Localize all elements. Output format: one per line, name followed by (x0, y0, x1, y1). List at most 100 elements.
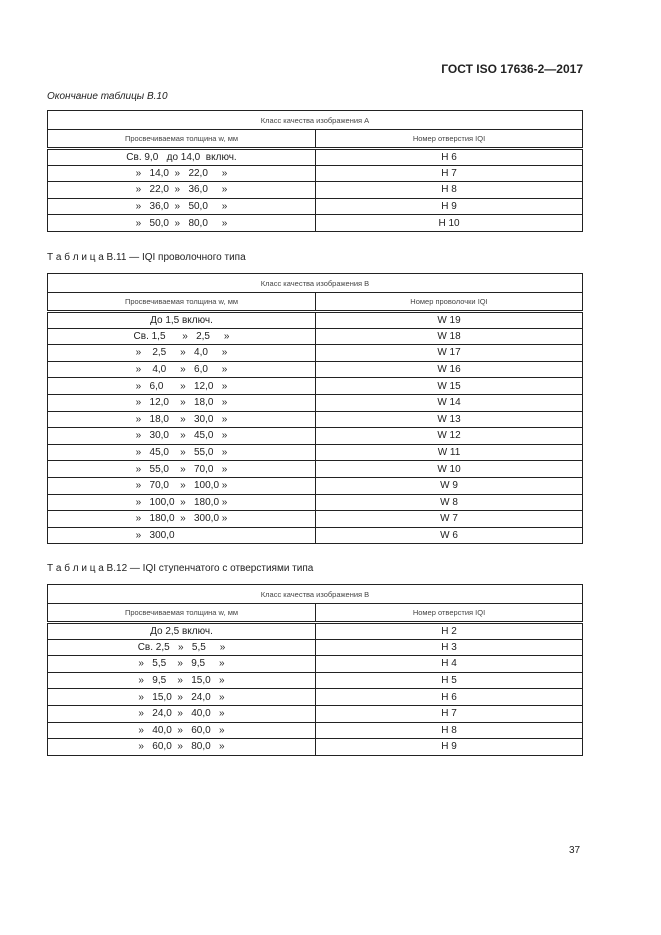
iqi-cell: W 16 (315, 360, 583, 379)
thickness-cell: » 70,0 » 100,0 » (47, 476, 316, 495)
iqi-cell: W 10 (315, 460, 583, 478)
iqi-cell: W 17 (315, 344, 583, 362)
column-header-iqi: Номер проволочки IQI (315, 292, 583, 313)
thickness-cell: » 9,5 » 15,0 » (47, 671, 316, 690)
table-row: » 5,5 » 9,5 » H 4 (47, 655, 583, 673)
thickness-cell: » 5,5 » 9,5 » (47, 655, 316, 673)
class-header: Класс качества изображения В (47, 584, 583, 604)
iqi-cell: H 7 (315, 704, 583, 723)
thickness-cell: Св. 1,5 » 2,5 » (47, 327, 316, 346)
table-row: » 50,0 » 80,0 » H 10 (47, 214, 583, 232)
table-b12: Класс качества изображения В Просвечиваем… (47, 584, 583, 756)
table-row: До 2,5 включ. H 2 (47, 622, 583, 640)
thickness-cell: » 40,0 » 60,0 » (47, 721, 316, 740)
table-row: » 180,0 » 300,0 » W 7 (47, 510, 583, 528)
thickness-cell: Св. 9,0 до 14,0 включ. (47, 148, 316, 166)
iqi-cell: W 19 (315, 311, 583, 329)
iqi-cell: W 9 (315, 476, 583, 495)
table-row: » 6,0 » 12,0 » W 15 (47, 377, 583, 395)
table-row: » 30,0 » 45,0 » W 12 (47, 427, 583, 445)
table-row: Св. 1,5 » 2,5 » W 18 (47, 327, 583, 346)
table-row: » 12,0 » 18,0 » W 14 (47, 393, 583, 412)
iqi-cell: H 2 (315, 622, 583, 640)
thickness-cell: Св. 2,5 » 5,5 » (47, 638, 316, 657)
iqi-cell: H 10 (315, 214, 583, 232)
column-header-row: Просвечиваемая толщина w, мм Номер отверс… (47, 603, 583, 624)
iqi-cell: H 3 (315, 638, 583, 657)
table-row: Св. 9,0 до 14,0 включ. H 6 (47, 148, 583, 166)
iqi-cell: W 8 (315, 493, 583, 512)
thickness-cell: » 300,0 (47, 526, 316, 545)
iqi-cell: H 7 (315, 164, 583, 183)
iqi-cell: W 11 (315, 443, 583, 462)
thickness-cell: » 36,0 » 50,0 » (47, 197, 316, 216)
table-row: » 60,0 » 80,0 » H 9 (47, 738, 583, 756)
iqi-cell: H 5 (315, 671, 583, 690)
column-header-thickness: Просвечиваемая толщина w, мм (47, 129, 316, 150)
column-header-row: Просвечиваемая толщина w, мм Номер отверс… (47, 129, 583, 150)
iqi-cell: W 18 (315, 327, 583, 346)
thickness-cell: » 100,0 » 180,0 » (47, 493, 316, 512)
table-b10-caption: Окончание таблицы В.10 (47, 91, 168, 102)
table-row: » 36,0 » 50,0 » H 9 (47, 197, 583, 216)
table-row: » 100,0 » 180,0 » W 8 (47, 493, 583, 512)
iqi-cell: W 12 (315, 427, 583, 445)
thickness-cell: » 30,0 » 45,0 » (47, 427, 316, 445)
document-header: ГОСТ ISO 17636-2—2017 (441, 62, 583, 76)
thickness-cell: До 1,5 включ. (47, 311, 316, 329)
column-header-iqi: Номер отверстия IQI (315, 603, 583, 624)
thickness-cell: » 18,0 » 30,0 » (47, 410, 316, 429)
iqi-cell: H 9 (315, 738, 583, 756)
column-header-thickness: Просвечиваемая толщина w, мм (47, 292, 316, 313)
thickness-cell: » 6,0 » 12,0 » (47, 377, 316, 395)
class-header: Класс качества изображения В (47, 273, 583, 293)
thickness-cell: » 22,0 » 36,0 » (47, 181, 316, 199)
table-b12-caption: Т а б л и ц а В.12 — IQI ступенчатого с … (47, 563, 314, 574)
thickness-cell: До 2,5 включ. (47, 622, 316, 640)
table-b10: Класс качества изображения А Просвечиваем… (47, 110, 583, 232)
table-row: » 4,0 » 6,0 » W 16 (47, 360, 583, 379)
column-header-thickness: Просвечиваемая толщина w, мм (47, 603, 316, 624)
thickness-cell: » 2,5 » 4,0 » (47, 344, 316, 362)
page-number: 37 (569, 845, 581, 856)
iqi-cell: W 7 (315, 510, 583, 528)
table-row: » 55,0 » 70,0 » W 10 (47, 460, 583, 478)
table-row: » 18,0 » 30,0 » W 13 (47, 410, 583, 429)
iqi-cell: H 4 (315, 655, 583, 673)
column-header-iqi: Номер отверстия IQI (315, 129, 583, 150)
thickness-cell: » 12,0 » 18,0 » (47, 393, 316, 412)
class-header: Класс качества изображения А (47, 110, 583, 130)
table-row: До 1,5 включ. W 19 (47, 311, 583, 329)
table-row: » 9,5 » 15,0 » H 5 (47, 671, 583, 690)
table-row: » 70,0 » 100,0 » W 9 (47, 476, 583, 495)
thickness-cell: » 14,0 » 22,0 » (47, 164, 316, 183)
thickness-cell: » 50,0 » 80,0 » (47, 214, 316, 232)
thickness-cell: » 4,0 » 6,0 » (47, 360, 316, 379)
iqi-cell: W 15 (315, 377, 583, 395)
thickness-cell: » 45,0 » 55,0 » (47, 443, 316, 462)
iqi-cell: W 13 (315, 410, 583, 429)
table-b11-caption: Т а б л и ц а В.11 — IQI проволочного ти… (47, 252, 246, 263)
class-header-row: Класс качества изображения В (47, 584, 583, 604)
iqi-cell: H 8 (315, 721, 583, 740)
table-row: » 45,0 » 55,0 » W 11 (47, 443, 583, 462)
iqi-cell: H 6 (315, 148, 583, 166)
table-row: » 40,0 » 60,0 » H 8 (47, 721, 583, 740)
thickness-cell: » 55,0 » 70,0 » (47, 460, 316, 478)
table-row: » 22,0 » 36,0 » H 8 (47, 181, 583, 199)
class-header-row: Класс качества изображения В (47, 273, 583, 293)
iqi-cell: H 8 (315, 181, 583, 199)
iqi-cell: H 9 (315, 197, 583, 216)
column-header-row: Просвечиваемая толщина w, мм Номер провол… (47, 292, 583, 313)
table-row: » 2,5 » 4,0 » W 17 (47, 344, 583, 362)
table-row: Св. 2,5 » 5,5 » H 3 (47, 638, 583, 657)
iqi-cell: W 14 (315, 393, 583, 412)
table-b11: Класс качества изображения В Просвечиваем… (47, 273, 583, 545)
thickness-cell: » 60,0 » 80,0 » (47, 738, 316, 756)
table-row: » 14,0 » 22,0 » H 7 (47, 164, 583, 183)
thickness-cell: » 24,0 » 40,0 » (47, 704, 316, 723)
table-row: » 300,0 W 6 (47, 526, 583, 545)
iqi-cell: H 6 (315, 688, 583, 706)
iqi-cell: W 6 (315, 526, 583, 545)
thickness-cell: » 180,0 » 300,0 » (47, 510, 316, 528)
